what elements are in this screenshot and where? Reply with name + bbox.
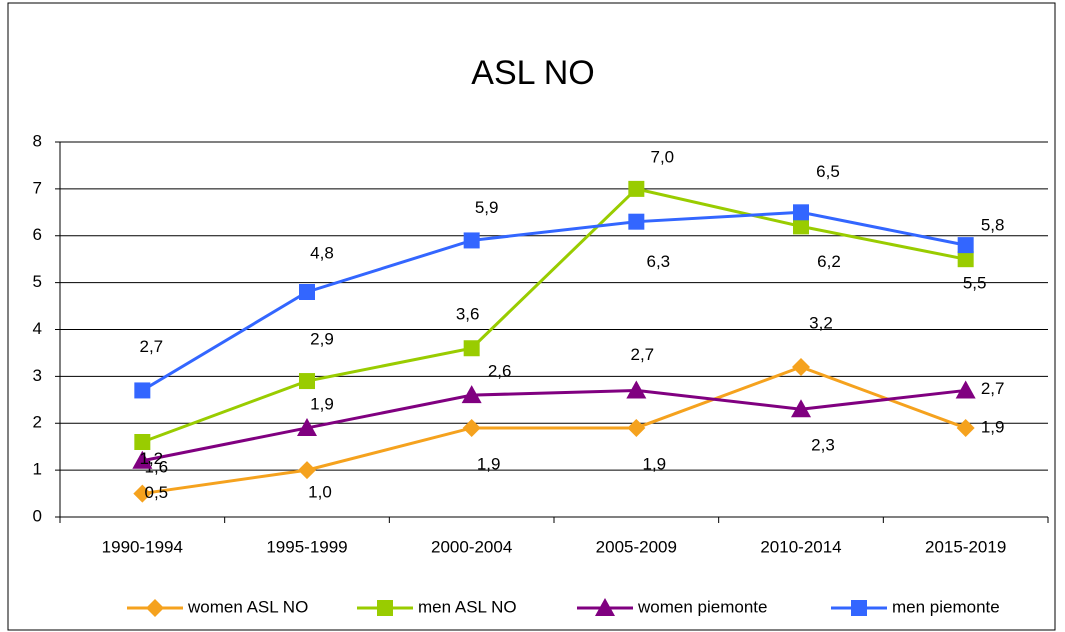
data-label: 2,7 (631, 345, 655, 364)
data-label: 1,2 (140, 449, 164, 468)
data-point (299, 373, 315, 390)
data-point (793, 204, 809, 221)
data-label: 3,2 (809, 313, 833, 332)
data-point (134, 382, 151, 399)
y-tick-label: 6 (33, 225, 42, 244)
legend-marker (595, 598, 615, 616)
data-point (628, 180, 645, 197)
data-label: 6,5 (816, 162, 840, 181)
series-line (141, 187, 966, 444)
y-tick-label: 8 (33, 131, 42, 150)
x-tick-label: 1995-1999 (266, 537, 347, 556)
y-tick-label: 4 (33, 319, 42, 338)
data-label: 2,9 (310, 330, 334, 349)
data-point (793, 218, 809, 235)
data-point (955, 380, 976, 399)
data-point (792, 358, 810, 376)
data-label: 4,8 (310, 243, 334, 262)
y-tick-label: 7 (33, 178, 42, 197)
data-label: 1,9 (310, 394, 334, 413)
data-label: 1,9 (643, 454, 667, 473)
data-point (628, 213, 645, 230)
data-label: 1,6 (145, 457, 169, 476)
data-point (791, 399, 811, 418)
chart-border (7, 2, 1056, 631)
data-point (463, 340, 480, 357)
y-tick-label: 3 (33, 366, 42, 385)
chart-title: ASL NO (471, 54, 594, 92)
data-point (627, 418, 646, 437)
y-tick-label: 1 (33, 460, 42, 479)
y-tick-label: 5 (33, 272, 42, 291)
data-label: 2,7 (981, 379, 1005, 398)
legend-marker (146, 599, 164, 617)
data-label: 0,5 (145, 483, 169, 502)
y-tick-label: 0 (33, 506, 42, 525)
data-label: 1,9 (477, 454, 501, 473)
legend-label: men ASL NO (418, 597, 517, 616)
x-tick-label: 2000-2004 (431, 537, 512, 556)
data-label: 1,0 (308, 483, 332, 502)
data-point (461, 385, 482, 404)
data-point (298, 461, 316, 480)
series-line (142, 388, 966, 463)
legend-label: women ASL NO (187, 597, 308, 616)
data-label: 5,8 (981, 216, 1005, 235)
data-label: 6,2 (817, 252, 841, 271)
data-point (626, 380, 647, 399)
data-label: 2,7 (140, 337, 164, 356)
data-point (957, 251, 974, 268)
legend-marker (377, 600, 393, 616)
series-line (142, 365, 967, 496)
data-point (132, 450, 153, 469)
data-point (957, 237, 974, 254)
data-point (299, 284, 315, 300)
x-tick-label: 1990-1994 (102, 537, 183, 556)
series-line (141, 210, 966, 392)
x-tick-label: 2010-2014 (760, 537, 841, 556)
data-label: 6,3 (647, 252, 671, 271)
data-point (956, 418, 975, 437)
legend-label: men piemonte (892, 597, 1000, 616)
data-label: 5,9 (475, 198, 499, 217)
x-tick-label: 2005-2009 (596, 537, 677, 556)
legend-label: women piemonte (637, 597, 767, 616)
data-point (133, 484, 152, 503)
data-label: 3,6 (456, 305, 480, 324)
data-label: 5,5 (963, 274, 987, 293)
data-point (463, 232, 480, 249)
y-tick-label: 2 (33, 413, 42, 432)
data-point (297, 417, 317, 436)
data-label: 2,6 (488, 362, 512, 381)
x-tick-label: 2015-2019 (925, 537, 1006, 556)
data-point (462, 418, 481, 437)
data-label: 7,0 (651, 147, 675, 166)
legend-marker (851, 600, 867, 616)
data-label: 2,3 (811, 436, 835, 455)
data-point (134, 434, 151, 450)
data-label: 1,9 (981, 417, 1005, 436)
